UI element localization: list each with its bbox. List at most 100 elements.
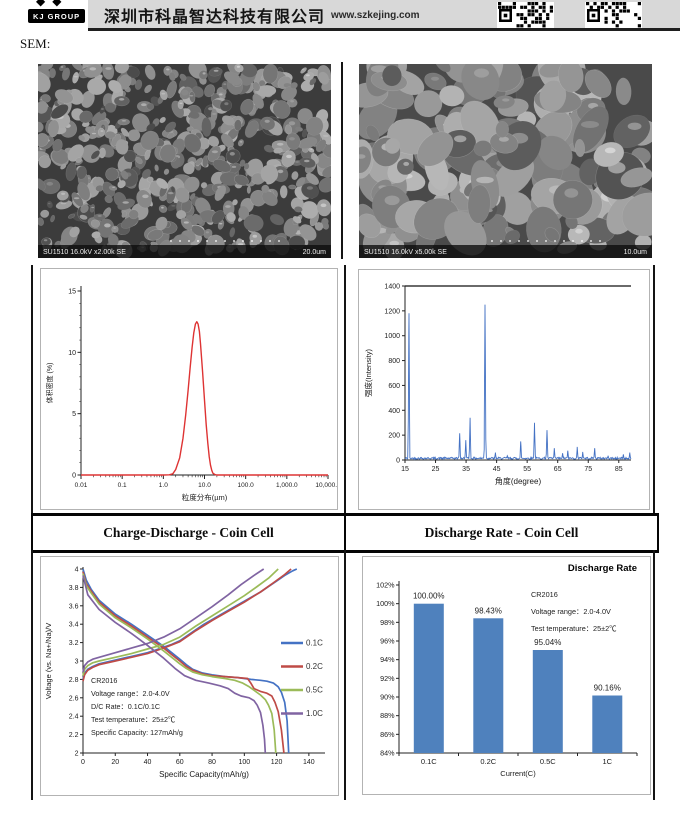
svg-text:SU1510 16.0kV x5.00k SE: SU1510 16.0kV x5.00k SE (364, 249, 447, 256)
svg-text:0: 0 (396, 458, 400, 465)
svg-text:Voltage range：2.0-4.0V: Voltage range：2.0-4.0V (91, 689, 170, 698)
svg-text:10.0: 10.0 (198, 482, 211, 489)
svg-text:55: 55 (523, 466, 531, 473)
svg-text:45: 45 (493, 466, 501, 473)
svg-text:CR2016: CR2016 (91, 676, 117, 685)
svg-text:5: 5 (72, 411, 76, 418)
svg-text:0.1C: 0.1C (421, 757, 437, 766)
section-label-sem: SEM: (20, 36, 51, 51)
qr-code-1 (497, 2, 554, 28)
svg-text:10: 10 (68, 350, 76, 357)
svg-text:0.5C: 0.5C (540, 757, 556, 766)
svg-text:SU1510 16.0kV x2.00k SE: SU1510 16.0kV x2.00k SE (43, 249, 126, 256)
svg-text:体积密度 (%): 体积密度 (%) (45, 363, 54, 404)
svg-text:Test temperature：25±2℃: Test temperature：25±2℃ (531, 624, 617, 633)
svg-text:25: 25 (432, 466, 440, 473)
svg-text:Specific Capacity: 127mAh/g: Specific Capacity: 127mAh/g (91, 728, 183, 737)
svg-text:1000: 1000 (384, 333, 400, 340)
svg-text:15: 15 (68, 289, 76, 296)
kj-group-logo: ◆◆ KJ GROUP (28, 0, 86, 26)
svg-text:98%: 98% (380, 618, 395, 627)
table-divider-sem (341, 62, 343, 259)
svg-text:Specific Capacity(mAh/g): Specific Capacity(mAh/g) (159, 770, 249, 779)
table-border-right (653, 265, 655, 513)
svg-text:3.6: 3.6 (69, 603, 79, 610)
svg-text:1.0C: 1.0C (306, 709, 323, 718)
table-border-left-bottom (31, 550, 33, 800)
svg-text:0: 0 (81, 759, 85, 766)
svg-text:0.2C: 0.2C (480, 757, 496, 766)
svg-text:CR2016: CR2016 (531, 590, 558, 599)
svg-text:3.2: 3.2 (69, 640, 79, 647)
table-border-right-bottom (653, 550, 655, 800)
svg-text:98.43%: 98.43% (475, 606, 502, 615)
table-divider-bottom (344, 550, 346, 800)
svg-text:0.01: 0.01 (75, 482, 88, 489)
svg-text:D/C Rate：0.1C/0.1C: D/C Rate：0.1C/0.1C (91, 702, 160, 711)
svg-text:4: 4 (75, 567, 79, 574)
svg-text:120: 120 (271, 759, 283, 766)
svg-text:3.4: 3.4 (69, 622, 79, 629)
svg-text:10,000.0: 10,000.0 (315, 482, 337, 489)
svg-text:1.0: 1.0 (159, 482, 168, 489)
logo-diamonds-icon: ◆◆ (36, 0, 69, 8)
svg-text:角度(degree): 角度(degree) (495, 476, 542, 486)
svg-text:80: 80 (208, 759, 216, 766)
svg-text:3.8: 3.8 (69, 585, 79, 592)
svg-text:0.2C: 0.2C (306, 662, 323, 671)
logo-text: KJ GROUP (28, 9, 86, 23)
svg-text:94%: 94% (380, 655, 395, 664)
svg-text:96%: 96% (380, 637, 395, 646)
table-border-left (31, 265, 33, 513)
svg-text:65: 65 (554, 466, 562, 473)
svg-text:Voltage range：2.0-4.0V: Voltage range：2.0-4.0V (531, 607, 611, 616)
svg-text:40: 40 (144, 759, 152, 766)
svg-text:90%: 90% (380, 693, 395, 702)
svg-text:100%: 100% (376, 599, 395, 608)
svg-text:100.0: 100.0 (238, 482, 255, 489)
svg-text:2.6: 2.6 (69, 695, 79, 702)
svg-text:92%: 92% (380, 674, 395, 683)
svg-text:1200: 1200 (384, 308, 400, 315)
svg-text:75: 75 (584, 466, 592, 473)
svg-text:0.5C: 0.5C (306, 686, 323, 695)
discharge-rate-chart: 84% 86% 88% 90% 92% 94% 96% 98% 100% 102% 100.00% 0… (362, 556, 651, 795)
charge-discharge-chart: 2 2.2 2.4 2.6 2.8 3 3.2 3.4 3.6 3.8 4 0 20 40 60 80 100 1… (40, 556, 339, 796)
svg-text:85: 85 (615, 466, 623, 473)
svg-text:20: 20 (111, 759, 119, 766)
svg-text:2.2: 2.2 (69, 732, 79, 739)
svg-text:600: 600 (388, 383, 400, 390)
svg-text:35: 35 (462, 466, 470, 473)
svg-text:2.4: 2.4 (69, 714, 79, 721)
svg-text:200: 200 (388, 433, 400, 440)
website-link[interactable]: www.szkejing.com (331, 10, 420, 21)
svg-text:2.8: 2.8 (69, 677, 79, 684)
svg-text:1,000.0: 1,000.0 (276, 482, 298, 489)
sem-image-right: SU1510 16.0kV x5.00k SE 10.0um (359, 64, 652, 258)
sem-image-left: SU1510 16.0kV x2.00k SE 20.0um (38, 64, 331, 258)
svg-text:Test temperature：25±2℃: Test temperature：25±2℃ (91, 715, 175, 724)
svg-text:强度(Intensity): 强度(Intensity) (363, 349, 373, 397)
svg-text:140: 140 (303, 759, 315, 766)
svg-text:100: 100 (238, 759, 250, 766)
company-name: 深圳市科晶智达科技有限公司 (104, 9, 326, 26)
title-charge-discharge: Charge-Discharge - Coin Cell (103, 525, 274, 540)
svg-text:Current(C): Current(C) (500, 769, 536, 778)
title-discharge-rate: Discharge Rate - Coin Cell (344, 516, 657, 550)
svg-text:100.00%: 100.00% (413, 592, 445, 601)
svg-text:86%: 86% (380, 730, 395, 739)
svg-text:3: 3 (75, 659, 79, 666)
svg-text:0.1C: 0.1C (306, 639, 323, 648)
svg-text:Voltage (vs. Na+/Na)/V: Voltage (vs. Na+/Na)/V (44, 623, 53, 700)
qr-code-2 (585, 2, 642, 28)
svg-text:95.04%: 95.04% (534, 638, 561, 647)
svg-text:10.0um: 10.0um (624, 249, 648, 256)
svg-text:1400: 1400 (384, 284, 400, 291)
svg-text:800: 800 (388, 358, 400, 365)
svg-text:400: 400 (388, 408, 400, 415)
svg-text:60: 60 (176, 759, 184, 766)
svg-text:0.1: 0.1 (118, 482, 127, 489)
xrd-pattern-chart: 0 200 400 600 800 1000 1200 1400 15 25 35 45 55 65 75 8… (358, 269, 650, 510)
svg-text:84%: 84% (380, 749, 395, 758)
